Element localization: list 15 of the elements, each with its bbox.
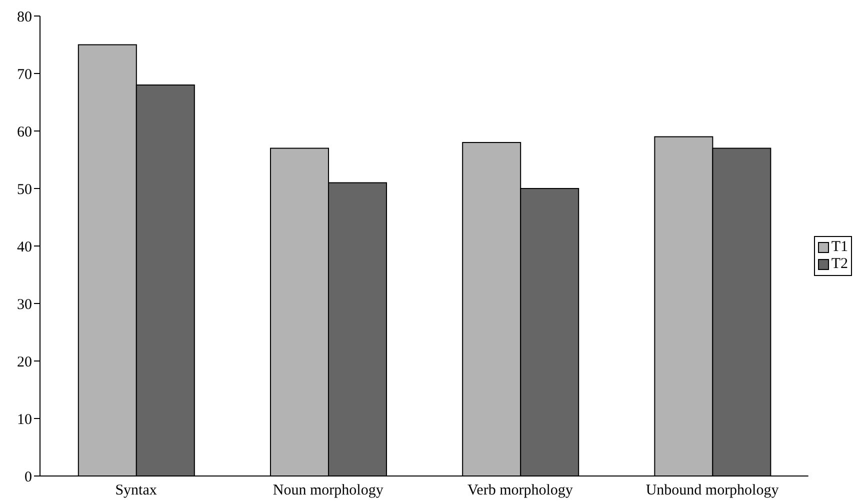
y-tick-label: 50 <box>17 182 32 198</box>
y-tick-label: 40 <box>17 239 32 256</box>
legend-label: T1 <box>831 239 848 256</box>
y-tick-label: 60 <box>17 124 32 140</box>
x-tick-label: Syntax <box>115 482 158 499</box>
y-tick-label: 30 <box>17 296 32 313</box>
y-tick-label: 80 <box>17 9 32 26</box>
y-tick-label: 10 <box>17 412 32 428</box>
y-tick-label: 70 <box>17 66 32 83</box>
x-tick-label: Noun morphology <box>272 482 384 499</box>
y-tick-label: 20 <box>17 354 32 370</box>
x-tick-label: Unbound morphology <box>646 482 780 499</box>
legend-label: T2 <box>831 256 848 273</box>
y-tick-label: 0 <box>24 469 32 486</box>
x-tick-label: Verb morphology <box>468 482 574 499</box>
